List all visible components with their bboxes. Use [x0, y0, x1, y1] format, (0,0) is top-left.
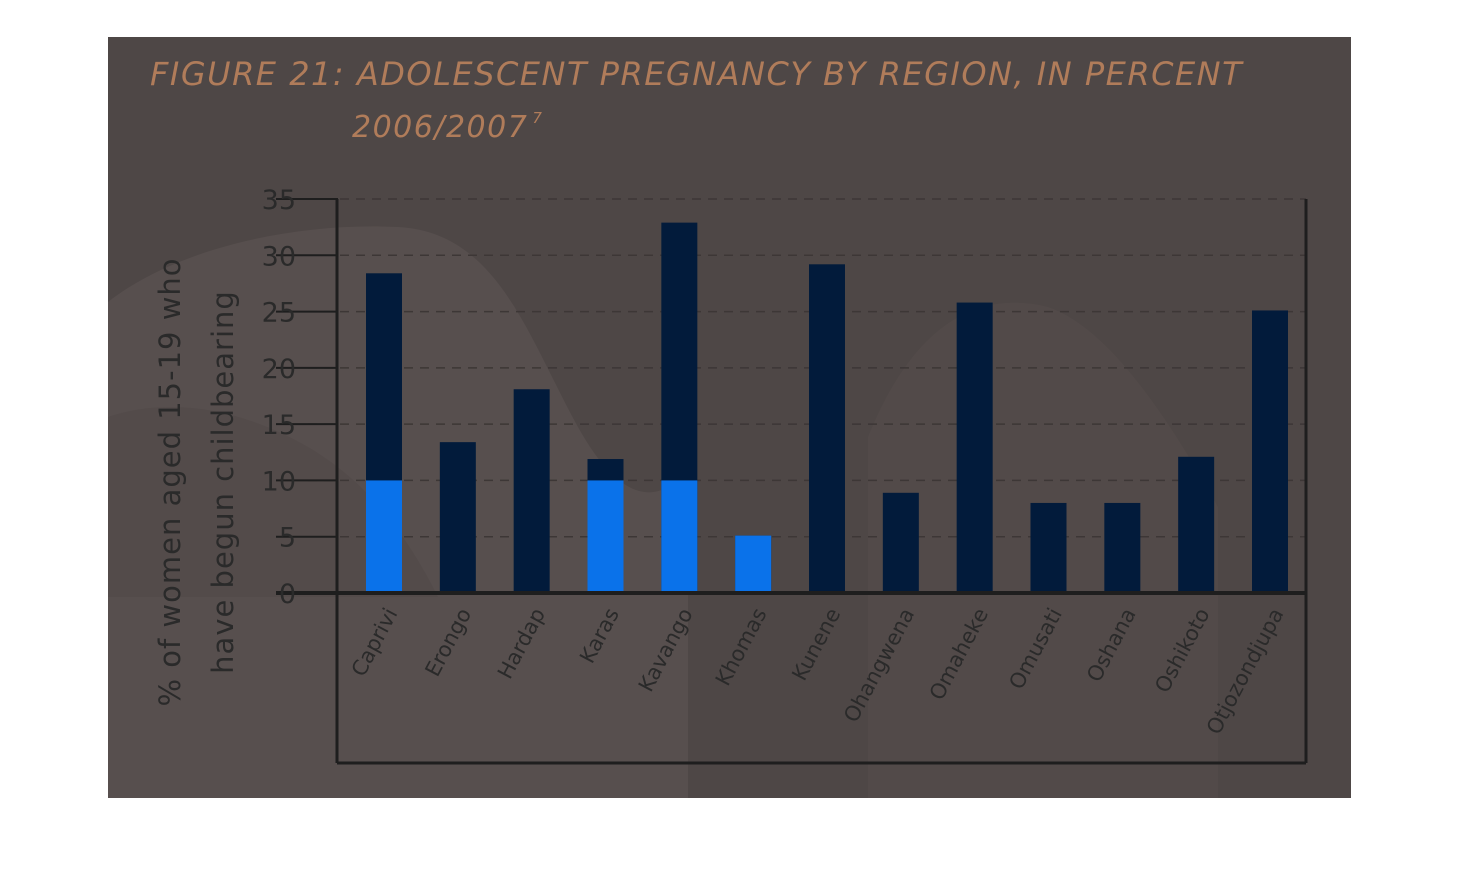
axes — [276, 199, 1308, 765]
bar-hardap — [513, 389, 550, 593]
bar-highlight-karas — [587, 480, 624, 593]
y-tick-label: 0 — [279, 579, 296, 610]
y-axis-label-line-2: have begun childbearing — [206, 290, 240, 674]
chart-subtitle: 2006/2007 7 — [352, 109, 543, 145]
bar-highlight-khomas — [735, 535, 772, 593]
bar-oshikoto — [1178, 456, 1215, 593]
footnote-marker: 7 — [532, 109, 544, 127]
chart-subtitle-text: 2006/2007 — [352, 110, 529, 145]
x-tick-label: Kunene — [787, 604, 845, 685]
bar-omusati — [1030, 502, 1067, 593]
bar-erongo — [439, 442, 476, 593]
bar-otjozondjupa — [1252, 310, 1288, 593]
y-tick-label: 10 — [262, 466, 296, 497]
y-tick-label: 15 — [262, 410, 296, 441]
y-tick-label: 5 — [279, 523, 296, 554]
y-tick-label: 25 — [262, 298, 296, 329]
bar-highlight-caprivi — [366, 480, 402, 593]
y-axis-label-line-1: % of women aged 15-19 who — [153, 257, 187, 706]
y-tick-labels: 0 5 10 15 20 25 30 35 — [262, 185, 296, 610]
x-tick-label: Khomas — [711, 604, 772, 690]
bar-highlight-kavango — [661, 480, 698, 593]
bar-oshana — [1104, 502, 1141, 593]
y-tick-label: 30 — [262, 241, 296, 272]
bar-ohangwena — [882, 492, 919, 593]
y-tick-label: 20 — [262, 354, 296, 385]
bar-omaheke — [956, 302, 993, 593]
chart-title: FIGURE 21: ADOLESCENT PREGNANCY BY REGIO… — [150, 55, 1244, 93]
bar-kunene — [809, 264, 845, 593]
y-tick-label: 35 — [262, 185, 296, 216]
bars — [366, 222, 1288, 593]
chart-panel: 0 5 10 15 20 25 30 35 Caprivi Erongo Hardap Karas K… — [108, 37, 1351, 798]
